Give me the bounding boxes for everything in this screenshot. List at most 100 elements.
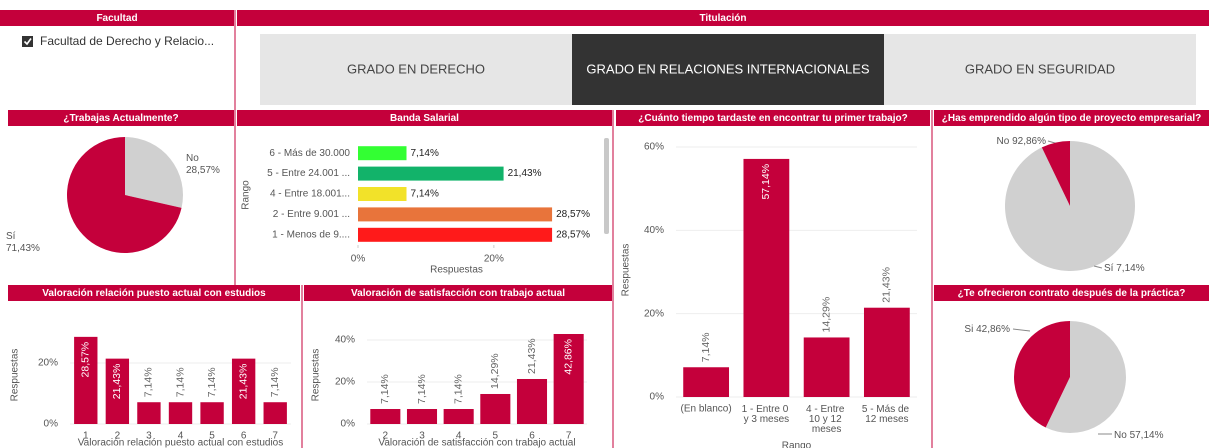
pie-label: No 92,86% [997, 136, 1047, 147]
pie-slice [125, 137, 183, 208]
x-tick-label: 1 - Entre 0 y 3 meses [742, 404, 791, 425]
x-axis-title: Valoración relación puesto actual con es… [78, 438, 284, 448]
panel-header [237, 110, 612, 126]
x-tick-label: 6 [529, 431, 535, 442]
bar [370, 409, 401, 424]
pie-slice [1041, 141, 1070, 206]
tab-button[interactable] [260, 34, 572, 105]
x-tick-label: 4 [456, 431, 462, 442]
bar [200, 402, 224, 424]
bar [358, 207, 553, 222]
y-axis-title: Respuestas [621, 244, 632, 297]
panel-header [616, 110, 930, 126]
y-tick-label: 5 - Entre 24.001 ... [267, 168, 350, 179]
data-label: 7,14% [379, 374, 391, 404]
category-label: No [997, 136, 1013, 147]
pie-slice [67, 137, 182, 253]
bar [743, 158, 790, 397]
panel-title: ¿Te ofrecieron contrato después de la pr… [958, 288, 1186, 299]
x-tick-label: (En blanco) [681, 404, 732, 415]
checkbox[interactable] [22, 36, 33, 47]
slicer-item[interactable]: Facultad de Derecho y Relacio... [40, 34, 214, 48]
data-label: 7,14% [174, 367, 186, 397]
category-label: No [186, 153, 199, 164]
x-tick-label: 0% [351, 254, 366, 265]
panel-title: Valoración de satisfacción con trabajo a… [351, 288, 565, 299]
data-label: 7,14% [700, 332, 712, 362]
x-tick-label: 7 [566, 431, 572, 442]
data-label: 7,14% [1116, 263, 1144, 274]
bar [683, 367, 730, 397]
panel-header [8, 285, 300, 301]
category-label: Sí [6, 231, 16, 242]
panel-title: ¿Has emprendido algún tipo de proyecto e… [942, 113, 1202, 124]
bar [803, 337, 850, 397]
y-tick-label: 40% [335, 335, 355, 346]
panel-header [934, 285, 1209, 301]
tab-label: GRADO EN DERECHO [347, 61, 485, 76]
bar [863, 307, 910, 397]
bar [443, 409, 474, 424]
data-label: 7,14% [206, 367, 218, 397]
y-tick-label: 60% [644, 142, 664, 153]
tab-button[interactable] [884, 34, 1196, 105]
data-label: 28,57% [186, 165, 220, 176]
bar [406, 409, 438, 424]
bar [231, 358, 256, 424]
data-label: 21,43% [526, 338, 538, 374]
panel-title: ¿Trabajas Actualmente? [63, 113, 178, 124]
y-axis-title: Rango [241, 180, 252, 210]
panel-header [934, 110, 1209, 126]
pie-slice [1045, 321, 1126, 433]
x-tick-label: 5 [209, 431, 215, 442]
x-tick-label: 4 - Entre 10 y 12 meses [806, 404, 847, 435]
x-tick-label: 2 [383, 431, 389, 442]
data-label: 14,29% [820, 297, 832, 333]
tab-button[interactable] [572, 34, 884, 105]
y-tick-label: 0% [650, 392, 665, 403]
y-tick-label: 4 - Entre 18.001... [270, 189, 350, 200]
bar [74, 336, 98, 424]
data-label: 7,14% [269, 367, 281, 397]
scrollbar[interactable] [604, 138, 609, 234]
data-label: 7,14% [411, 189, 439, 200]
y-tick-label: 20% [38, 358, 58, 369]
data-label: 92,86% [1012, 136, 1046, 147]
leader-line [1093, 265, 1103, 269]
y-tick-label: 20% [644, 308, 664, 319]
data-label: 42,86% [562, 339, 574, 375]
tab-label: GRADO EN RELACIONES INTERNACIONALES [586, 61, 869, 76]
x-tick-label: 4 [178, 431, 184, 442]
x-axis-title: Valoración de satisfacción con trabajo a… [378, 438, 575, 448]
y-tick-label: 1 - Menos de 9.... [272, 229, 350, 240]
x-tick-label: 5 - Más de 12 meses [862, 404, 912, 425]
data-label: 21,43% [111, 364, 123, 400]
pie-slice [1013, 321, 1070, 428]
label-line: 10 y 12 [809, 414, 845, 425]
pie-label: No 28,57% [186, 153, 220, 176]
tab-label: GRADO EN SEGURIDAD [965, 61, 1115, 76]
pie-label: No 57,14% [1114, 430, 1164, 441]
data-label: 28,57% [556, 209, 590, 220]
x-axis-title: Respuestas [430, 265, 483, 276]
pie-label: Si 42,86% [964, 324, 1010, 335]
label-line: 1 - Entre 0 [742, 404, 791, 415]
category-label: Sí [1104, 263, 1116, 274]
panel-header [8, 110, 234, 126]
leader-line [1012, 328, 1031, 332]
panel-header [304, 285, 612, 301]
bar [358, 227, 553, 242]
x-tick-label: 2 [115, 431, 121, 442]
x-axis-title: Rango [782, 441, 812, 448]
y-tick-label: 0% [44, 419, 59, 430]
data-label: 28,57% [80, 342, 92, 378]
data-label: 57,14% [1130, 430, 1164, 441]
bar [553, 333, 584, 424]
panel-title: Banda Salarial [390, 113, 459, 124]
data-label: 21,43% [237, 364, 249, 400]
x-tick-label: 5 [493, 431, 499, 442]
data-label: 28,57% [556, 229, 590, 240]
y-tick-label: 6 - Más de 30.000 [269, 148, 350, 159]
panel-title: Facultad [96, 13, 137, 24]
